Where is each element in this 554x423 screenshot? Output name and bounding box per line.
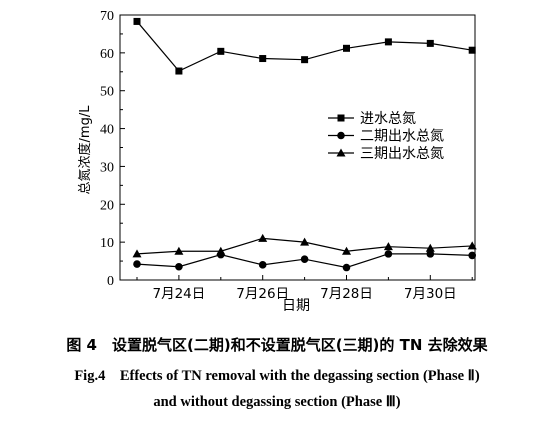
legend-label: 三期出水总氮 [360,146,444,162]
y-tick-label: 30 [100,160,114,175]
data-point [426,250,435,258]
data-point [425,243,435,252]
data-point [174,246,184,255]
series-2 [133,250,477,272]
series-1 [133,17,476,75]
data-point [383,242,393,251]
x-tick-label: 7月24日 [153,286,206,302]
data-point [133,260,141,268]
data-point [468,251,477,260]
data-point [384,250,393,258]
y-tick-label: 50 [100,85,114,100]
data-point [258,261,267,269]
data-point [258,233,268,242]
figure-caption-en-line1: Fig.4 Effects of TN removal with the deg… [74,368,480,384]
data-point [384,38,392,46]
marker-square [337,114,345,122]
data-point [301,56,309,64]
data-point [467,241,477,250]
series-3 [132,233,477,258]
data-point [133,17,141,25]
y-tick-label: 20 [100,198,114,213]
x-tick-label: 7月30日 [404,286,457,302]
chart-series [132,17,477,272]
y-tick-label: 70 [100,9,114,24]
figure-caption-en-line2: and without degassing section (Phase Ⅲ) [153,394,401,410]
marker-triangle [336,148,346,157]
data-point [175,262,183,271]
chart-axes: 0 10 20 30 40 50 60 70 7月24日 7月26日 7月28日 7月30日 [100,9,476,302]
y-tick-label: 10 [100,236,114,251]
y-tick-label: 0 [107,274,114,289]
y-tick-label: 40 [100,123,114,138]
data-point [342,246,351,255]
data-point [342,263,351,272]
line-chart: 0 10 20 30 40 50 60 70 7月24日 7月26日 7月28日 7月30日 进水总氮… [77,9,477,314]
y-tick-label: 60 [100,47,114,62]
legend-item: 三期出水总氮 [328,146,444,162]
data-point [217,47,225,55]
x-axis-label: 日期 [282,298,310,314]
data-point [343,44,350,52]
legend-item: 进水总氮 [328,111,416,127]
data-point [468,46,476,54]
legend-label: 进水总氮 [360,111,416,127]
y-axis-label: 总氮浓度/mg/L [77,105,93,195]
x-tick-label: 7月26日 [236,286,289,302]
data-point [300,255,309,263]
series-line [136,21,473,72]
data-point [300,237,310,246]
data-point [426,39,434,47]
data-point [216,246,226,255]
x-tick-label: 7月28日 [320,286,373,302]
figure-caption-cn: 图 4 设置脱气区(二期)和不设置脱气区(三期)的 TN 去除效果 [66,336,488,354]
data-point [175,67,183,75]
marker-circle [337,131,345,140]
data-point [259,55,267,63]
legend-item: 二期出水总氮 [328,129,444,145]
legend-label: 二期出水总氮 [360,129,444,145]
data-point [132,249,142,258]
